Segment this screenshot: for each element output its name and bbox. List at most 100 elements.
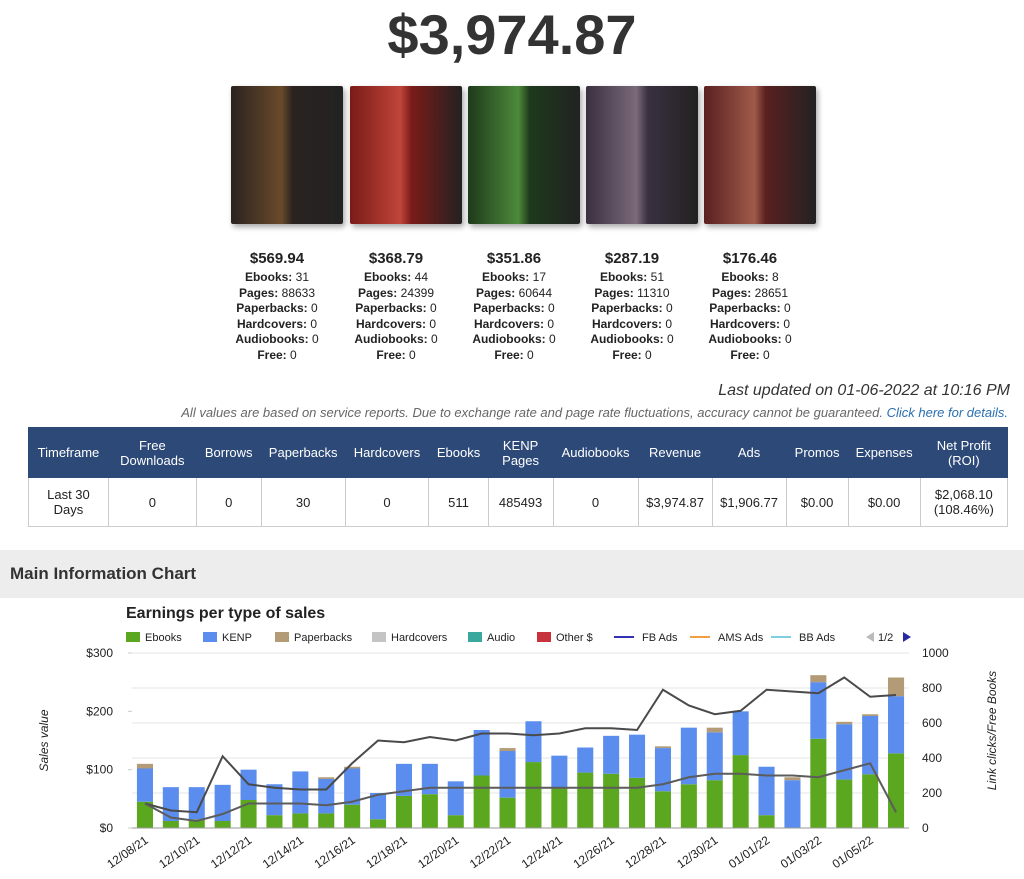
stat-value: 51 bbox=[650, 270, 665, 284]
stat-value: 0 bbox=[430, 301, 437, 315]
table-cell: $3,974.87 bbox=[637, 477, 713, 527]
y-tick-label: $0 bbox=[100, 821, 114, 835]
stat-value: 0 bbox=[311, 332, 319, 346]
bar-segment bbox=[758, 766, 775, 816]
book-stat: Hardcovers: 0 bbox=[675, 317, 825, 333]
x-tick-label: 12/12/21 bbox=[208, 833, 255, 871]
bar-segment bbox=[525, 721, 542, 763]
book-revenue: $351.86 bbox=[486, 250, 542, 267]
bar-segment bbox=[706, 780, 723, 828]
stat-value: 44 bbox=[414, 270, 429, 284]
stat-label: Audiobooks: bbox=[472, 332, 546, 346]
chart-title: Earnings per type of sales bbox=[126, 605, 325, 622]
stat-value: 0 bbox=[527, 347, 534, 362]
bar-segment bbox=[370, 793, 387, 820]
book-stats: $368.79 Ebooks: 44 Pages: 24399 Paperbacks:… bbox=[321, 248, 471, 363]
book-stat: Pages: 88633 bbox=[202, 286, 352, 302]
book-stat: Free: 0 bbox=[321, 348, 471, 364]
total-revenue: $3,974.87 bbox=[387, 3, 637, 66]
disclaimer-text: All values are based on service reports.… bbox=[181, 405, 883, 420]
stat-value: 31 bbox=[295, 270, 310, 284]
y-tick-label: $300 bbox=[86, 646, 113, 660]
bar-segment bbox=[447, 815, 464, 828]
book-stat: Ebooks: 51 bbox=[557, 270, 707, 286]
book-stat: Free: 0 bbox=[439, 348, 589, 364]
stat-value: 0 bbox=[666, 332, 674, 346]
book-stat: Free: 0 bbox=[557, 348, 707, 364]
book-stat: Hardcovers: 0 bbox=[202, 317, 352, 333]
summary-table: Timeframe Free Downloads Borrows Paperbacks… bbox=[28, 427, 1009, 527]
book-stat: Ebooks: 8 bbox=[675, 270, 825, 286]
book-stat: Hardcovers: 0 bbox=[557, 317, 707, 333]
bar-segment bbox=[654, 791, 671, 828]
x-tick-label: 01/05/22 bbox=[830, 833, 877, 871]
table-header: Free Downloads bbox=[107, 427, 197, 478]
bar-segment bbox=[706, 727, 723, 733]
book-revenue: $569.94 bbox=[249, 250, 305, 267]
bar-segment bbox=[318, 777, 335, 779]
bar-segment bbox=[525, 762, 542, 828]
bar-segment bbox=[499, 797, 516, 828]
book-cover bbox=[586, 86, 698, 224]
stat-value: 0 bbox=[429, 316, 437, 331]
legend-next[interactable] bbox=[903, 632, 911, 642]
legend-swatch bbox=[126, 632, 140, 642]
book-stat: Pages: 24399 bbox=[321, 286, 471, 302]
bar-segment bbox=[395, 763, 412, 796]
stat-label: Audiobooks: bbox=[235, 332, 309, 346]
stat-label: Ebooks: bbox=[481, 270, 530, 284]
bar-segment bbox=[473, 730, 490, 776]
table-header: Audiobooks bbox=[552, 427, 639, 478]
bar-segment bbox=[654, 746, 671, 749]
book-stat: Hardcovers: 0 bbox=[321, 317, 471, 333]
book-stats: $569.94 Ebooks: 31 Pages: 88633 Paperbacks:… bbox=[202, 248, 352, 363]
stat-label: Paperbacks: bbox=[236, 301, 308, 315]
table-header: Revenue bbox=[637, 427, 713, 478]
stat-value: 0 bbox=[548, 332, 556, 346]
table-cell: 30 bbox=[260, 477, 346, 527]
stat-value: 0 bbox=[548, 301, 555, 315]
y-tick-label: $200 bbox=[86, 704, 113, 718]
stat-value: 0 bbox=[311, 301, 318, 315]
bar-segment bbox=[421, 794, 438, 828]
legend-label: AMS Ads bbox=[718, 632, 764, 644]
x-tick-label: 12/14/21 bbox=[260, 833, 307, 871]
bar-segment bbox=[240, 800, 257, 828]
stat-label: Paperbacks: bbox=[591, 301, 663, 315]
x-tick-label: 12/24/21 bbox=[519, 833, 566, 871]
bar-segment bbox=[162, 787, 179, 821]
stat-label: Pages: bbox=[711, 285, 752, 300]
legend-label: Audio bbox=[487, 632, 515, 644]
book-revenue: $287.19 bbox=[604, 250, 660, 267]
disclaimer: All values are based on service reports.… bbox=[181, 405, 1008, 420]
bar-segment bbox=[162, 821, 179, 828]
stat-label: Pages: bbox=[238, 285, 279, 300]
bar-segment bbox=[680, 727, 697, 785]
bar-segment bbox=[706, 732, 723, 781]
book-stat: Free: 0 bbox=[675, 348, 825, 364]
bar-segment bbox=[758, 815, 775, 828]
book-stats: $287.19 Ebooks: 51 Pages: 11310 Paperbacks:… bbox=[557, 248, 707, 363]
y2-tick-label: 0 bbox=[922, 821, 929, 835]
table-header: Net Profit (ROI) bbox=[919, 427, 1009, 478]
stat-value: 0 bbox=[665, 316, 673, 331]
x-tick-label: 12/26/21 bbox=[571, 833, 618, 871]
table-header: Timeframe bbox=[28, 427, 109, 478]
book-stat: Pages: 60644 bbox=[439, 286, 589, 302]
table-header: Hardcovers bbox=[344, 427, 430, 478]
stat-value: 24399 bbox=[400, 285, 435, 300]
stat-label: Audiobooks: bbox=[708, 332, 782, 346]
bar-segment bbox=[136, 801, 153, 828]
stat-value: 0 bbox=[666, 301, 673, 315]
book-stat: Audiobooks: 0 bbox=[202, 332, 352, 348]
details-link[interactable]: Click here for details. bbox=[886, 405, 1008, 420]
bar-segment bbox=[292, 813, 309, 828]
bar-segment bbox=[810, 675, 827, 683]
stat-value: 88633 bbox=[281, 285, 316, 300]
bar-segment bbox=[862, 716, 879, 775]
book-stat: Audiobooks: 0 bbox=[557, 332, 707, 348]
y2-tick-label: 200 bbox=[922, 786, 942, 800]
bar-segment bbox=[732, 755, 749, 828]
stat-label: Free: bbox=[730, 347, 760, 362]
